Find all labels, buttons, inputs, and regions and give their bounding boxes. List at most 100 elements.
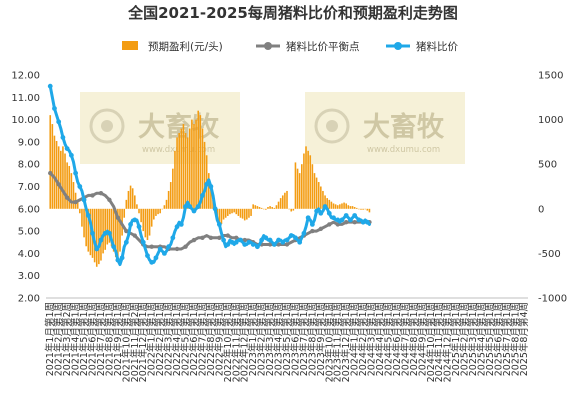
profit-bar xyxy=(284,192,286,209)
profit-bar xyxy=(72,182,75,209)
right-axis-tick-label: 0 xyxy=(538,204,544,215)
ratio-point xyxy=(178,222,184,227)
ratio-point xyxy=(352,213,358,218)
ratio-point xyxy=(73,170,78,176)
ratio-point xyxy=(216,222,222,227)
profit-bar xyxy=(275,205,278,209)
ratio-point xyxy=(326,210,332,216)
x-axis-tick-label: 2023年3月第1周 xyxy=(264,302,276,376)
axes: 2.00 3.00 4.00 5.00 6.00 7.00 8.00 9.00 10.00 11.… xyxy=(11,71,567,383)
profit-bar xyxy=(51,124,54,209)
profit-bar xyxy=(174,150,176,209)
profit-bar xyxy=(131,188,134,209)
ratio-point xyxy=(246,239,252,245)
profit-bar xyxy=(165,199,168,209)
profit-bar xyxy=(311,164,314,209)
x-axis-tick-label: 2022年2月第1周 xyxy=(154,302,166,376)
right-axis-tick-label: 500 xyxy=(538,160,557,171)
breakeven-point xyxy=(310,228,315,234)
profit-bar xyxy=(85,208,87,247)
x-axis-tick-label: 2023年8月第1周 xyxy=(306,302,318,376)
x-axis-tick-label: 2022年12月第1周 xyxy=(239,302,251,382)
ratio-point xyxy=(255,244,260,250)
profit-bar xyxy=(252,204,254,209)
profit-bar xyxy=(320,186,322,209)
x-axis-tick-label: 2023年12月第1周 xyxy=(340,302,352,382)
profit-bar xyxy=(199,115,202,209)
left-axis-tick-label: 3.00 xyxy=(18,271,40,282)
profit-bar xyxy=(182,124,185,209)
profit-bar xyxy=(366,208,369,211)
profit-bar xyxy=(70,173,73,209)
profit-bar xyxy=(93,208,96,263)
profit-bar xyxy=(112,208,115,252)
breakeven-point xyxy=(234,235,239,240)
ratio-point xyxy=(229,239,235,245)
x-axis-tick-label: 2025年5月第1周 xyxy=(484,302,496,376)
breakeven-point xyxy=(242,237,247,243)
profit-bar xyxy=(161,208,164,210)
profit-bar xyxy=(134,195,136,209)
x-axis-tick-label: 2022年1月第1周 xyxy=(146,302,158,376)
ratio-point xyxy=(98,237,104,243)
ratio-point xyxy=(225,242,231,247)
profit-bar xyxy=(188,128,191,209)
profit-bar xyxy=(243,208,246,221)
series-lines xyxy=(47,83,372,267)
left-axis-tick-label: 4.00 xyxy=(18,249,40,260)
ratio-point xyxy=(102,230,108,236)
profit-bar xyxy=(155,208,157,216)
profit-bar xyxy=(79,208,81,214)
profit-bar xyxy=(309,155,312,209)
breakeven-point xyxy=(183,244,188,249)
profit-bar xyxy=(169,182,172,209)
left-axis-tick-label: 5.00 xyxy=(18,227,40,238)
profit-bar xyxy=(123,208,126,218)
ratio-point xyxy=(259,237,265,243)
x-axis-tick-label: 2024年4月第1周 xyxy=(374,302,386,376)
ratio-point xyxy=(145,253,150,259)
watermark-right: www.dxumu.com 大畜牧 www.dxumu.com xyxy=(305,92,465,164)
legend-swatch-profit xyxy=(122,41,138,50)
ratio-point xyxy=(271,242,277,247)
profit-bar xyxy=(64,153,66,209)
profit-bar xyxy=(347,205,350,209)
profit-bar xyxy=(227,208,229,216)
x-axis-tick-label: 2025年2月第1周 xyxy=(459,302,471,376)
profit-bar xyxy=(368,208,371,213)
profit-bar xyxy=(178,132,180,209)
breakeven-point xyxy=(191,237,197,243)
ratio-point xyxy=(166,244,172,250)
profit-bar xyxy=(167,190,170,209)
profit-bar xyxy=(260,207,263,209)
legend-marker-breakeven xyxy=(264,42,272,50)
chart-title: 全国2021-2025每周猪料比价和预期盈利走势图 xyxy=(127,4,458,22)
profit-bar xyxy=(241,208,244,219)
profit-bar xyxy=(224,208,227,218)
profit-bar xyxy=(119,208,121,252)
profit-bar xyxy=(136,204,138,209)
profit-bar xyxy=(129,185,132,209)
ratio-point xyxy=(212,206,218,212)
legend-label-profit: 预期盈利(元/头) xyxy=(148,41,223,53)
profit-bar xyxy=(180,128,183,209)
breakeven-point xyxy=(217,235,222,240)
x-axis-tick-label: 2025年7月第1周 xyxy=(501,302,513,376)
profit-bar xyxy=(294,162,297,209)
profit-bar xyxy=(106,208,109,245)
x-axis-tick-label: 2023年5月第1周 xyxy=(281,302,293,376)
profit-bar xyxy=(269,206,271,209)
breakeven-point xyxy=(48,170,53,176)
ratio-point xyxy=(60,135,66,140)
ratio-point xyxy=(52,106,57,111)
legend-marker-ratio xyxy=(394,42,402,50)
profit-bar xyxy=(87,208,90,252)
profit-bar xyxy=(334,204,337,209)
profit-bar xyxy=(142,208,145,232)
profit-bar xyxy=(184,132,187,209)
ratio-point xyxy=(47,83,53,89)
breakeven-point xyxy=(115,215,121,220)
x-axis-tick-label: 2025年4月第1周 xyxy=(475,302,487,376)
profit-bar xyxy=(262,208,265,210)
